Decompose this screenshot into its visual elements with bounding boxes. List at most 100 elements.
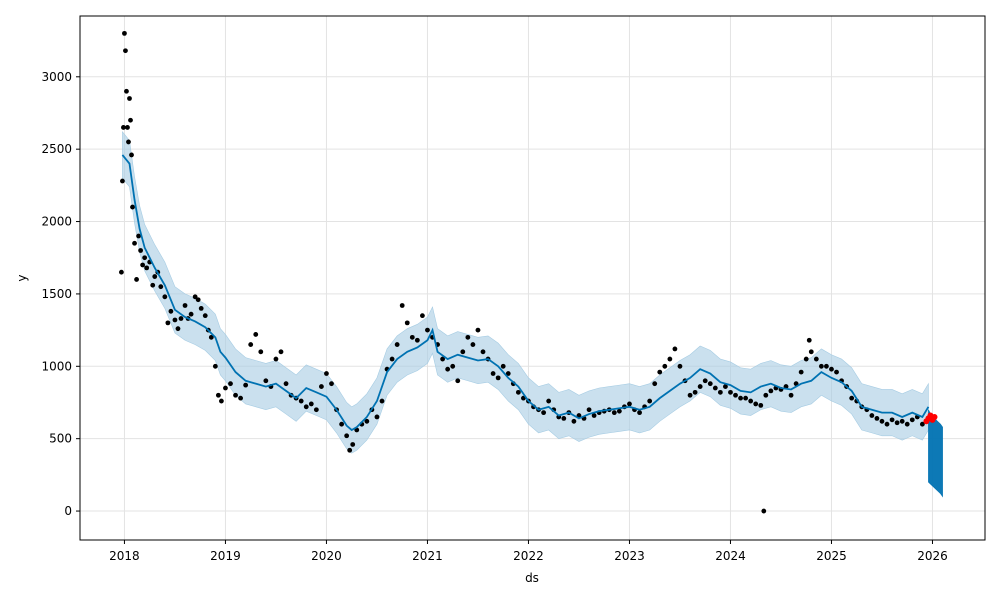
y-tick-label: 1500 xyxy=(41,287,72,301)
observed-point xyxy=(717,389,723,395)
observed-point xyxy=(495,375,501,381)
observed-point xyxy=(849,395,855,401)
observed-point xyxy=(723,384,728,389)
plot-frame xyxy=(79,15,986,541)
observed-point xyxy=(591,413,597,418)
observed-point xyxy=(138,248,144,253)
recent-points xyxy=(923,412,938,425)
observed-point xyxy=(212,363,218,369)
observed-point xyxy=(647,398,653,404)
observed-point xyxy=(414,337,420,343)
observed-point xyxy=(158,284,164,290)
y-tick-label: 1000 xyxy=(41,359,72,373)
observed-point xyxy=(122,30,127,36)
observed-point xyxy=(667,356,673,362)
forecast-line xyxy=(121,154,930,432)
observed-point xyxy=(228,381,233,387)
x-tick-label: 2026 xyxy=(917,549,948,563)
observed-point xyxy=(470,342,476,347)
observed-point xyxy=(162,294,168,300)
observed-point xyxy=(202,313,208,319)
observed-point xyxy=(409,334,415,340)
x-axis-title: ds xyxy=(525,571,539,585)
observed-point xyxy=(350,442,356,447)
observed-point xyxy=(571,418,577,424)
x-axis-ticks: 2018 2019 2020 2021 2022 2023 2024 2025 2026 xyxy=(109,540,948,563)
observed-point xyxy=(313,407,319,413)
observed-point xyxy=(129,152,134,158)
observed-point xyxy=(672,346,678,352)
observed-point xyxy=(198,305,204,311)
observed-point xyxy=(707,381,713,387)
observed-point xyxy=(344,433,350,439)
observed-point xyxy=(425,327,430,333)
observed-point xyxy=(824,363,829,369)
observed-point xyxy=(253,332,259,337)
observed-point xyxy=(394,342,400,347)
observed-point xyxy=(319,384,324,389)
observed-point xyxy=(748,398,754,404)
observed-point xyxy=(142,255,148,261)
observed-point xyxy=(616,408,622,414)
observed-point xyxy=(195,297,201,303)
observed-point xyxy=(283,381,289,387)
observed-point xyxy=(687,392,693,398)
observed-point xyxy=(182,303,188,308)
observed-point xyxy=(677,363,683,369)
observed-point xyxy=(869,413,875,418)
observed-point xyxy=(215,392,221,398)
observed-point xyxy=(586,407,592,413)
observed-point xyxy=(697,384,703,389)
observed-point xyxy=(909,417,915,423)
observed-point xyxy=(440,356,446,362)
y-tick-label: 2500 xyxy=(41,142,72,156)
observed-point xyxy=(121,125,126,130)
x-tick-label: 2025 xyxy=(816,549,847,563)
observed-point xyxy=(278,349,284,355)
observed-point xyxy=(273,356,279,362)
observed-point xyxy=(919,421,925,427)
observed-point xyxy=(128,117,133,123)
observed-point xyxy=(208,334,214,340)
x-tick-label: 2019 xyxy=(210,549,241,563)
observed-point xyxy=(329,381,334,387)
observed-point xyxy=(379,398,385,404)
observed-point xyxy=(124,88,129,94)
x-tick-label: 2020 xyxy=(311,549,342,563)
observed-point xyxy=(884,421,890,427)
observed-point xyxy=(374,414,380,420)
observed-point xyxy=(123,48,128,54)
observed-point xyxy=(192,294,198,300)
observed-point xyxy=(899,418,905,424)
observed-point xyxy=(223,385,228,391)
observed-point xyxy=(126,139,131,145)
y-tick-label: 0 xyxy=(64,504,72,518)
observed-point xyxy=(263,378,269,384)
observed-point xyxy=(243,382,249,388)
observed-point xyxy=(475,327,481,333)
x-tick-label: 2021 xyxy=(412,549,443,563)
y-tick-label: 3000 xyxy=(41,70,72,84)
observed-point xyxy=(829,366,834,372)
plot-background xyxy=(80,16,985,540)
observed-point xyxy=(238,395,243,401)
observed-point xyxy=(803,356,809,362)
y-axis-ticks: 0 500 1000 1500 2000 2500 3000 xyxy=(41,70,80,518)
x-tick-label: 2018 xyxy=(109,549,140,563)
observed-point xyxy=(808,349,814,355)
observed-point xyxy=(303,404,309,410)
observed-point xyxy=(460,349,466,355)
observed-point xyxy=(178,316,184,321)
observed-point xyxy=(662,363,668,369)
y-axis-title: y xyxy=(15,274,29,281)
observed-point xyxy=(445,366,451,372)
observed-point xyxy=(702,378,708,384)
observed-point xyxy=(130,204,135,210)
observed-point xyxy=(788,392,794,398)
observed-point xyxy=(806,337,812,343)
observed-point xyxy=(712,385,718,391)
observed-point xyxy=(798,369,804,375)
observed-point xyxy=(738,395,743,401)
forecast-path xyxy=(121,154,930,432)
observed-point xyxy=(136,233,141,239)
